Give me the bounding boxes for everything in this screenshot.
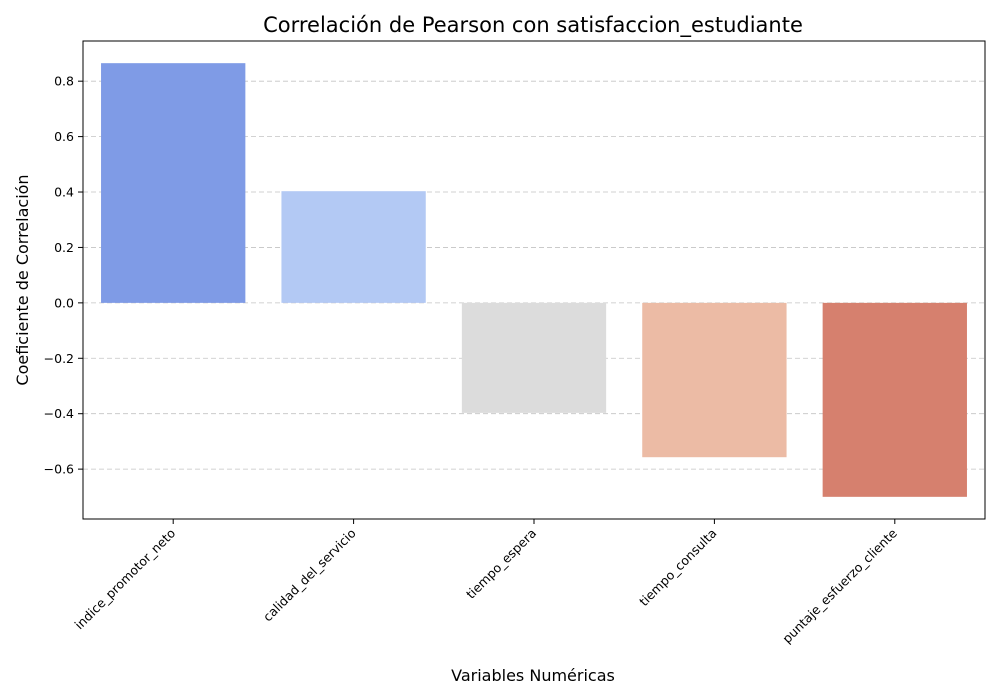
- y-tick-label: 0.4: [54, 185, 74, 200]
- bars: [101, 63, 967, 497]
- y-axis-label: Coeficiente de Correlación: [13, 174, 32, 385]
- x-tick-label: tiempo_espera: [463, 526, 539, 602]
- y-tick-label: −0.6: [44, 462, 74, 477]
- y-tick-label: 0.8: [54, 74, 74, 89]
- y-tick-label: −0.2: [44, 351, 74, 366]
- y-tick-label: −0.4: [44, 406, 74, 421]
- bar-calidad-del-servicio: [281, 191, 426, 303]
- bar-tiempo-consulta: [642, 302, 787, 458]
- bar-puntaje-esfuerzo-cliente: [822, 302, 967, 497]
- y-tick-label: 0.6: [54, 129, 74, 144]
- y-tick-label: 0.2: [54, 240, 74, 255]
- x-tick-label: tiempo_consulta: [636, 526, 719, 609]
- y-axis: −0.6 −0.4 −0.2 0.0 0.2 0.4 0.6 0.8: [44, 74, 83, 477]
- bar-tiempo-espera: [461, 302, 607, 413]
- chart-title: Correlación de Pearson con satisfaccion_…: [263, 13, 803, 38]
- x-tick-label: calidad_del_servicio: [260, 526, 359, 625]
- y-tick-label: 0.0: [54, 295, 74, 310]
- x-axis-label: Variables Numéricas: [451, 666, 615, 685]
- x-tick-label: indice_promotor_neto: [72, 526, 179, 633]
- bar-indice-promotor-neto: [101, 63, 246, 303]
- x-tick-label: puntaje_esfuerzo_cliente: [779, 525, 900, 646]
- x-axis: indice_promotor_neto calidad_del_servicio…: [72, 519, 900, 646]
